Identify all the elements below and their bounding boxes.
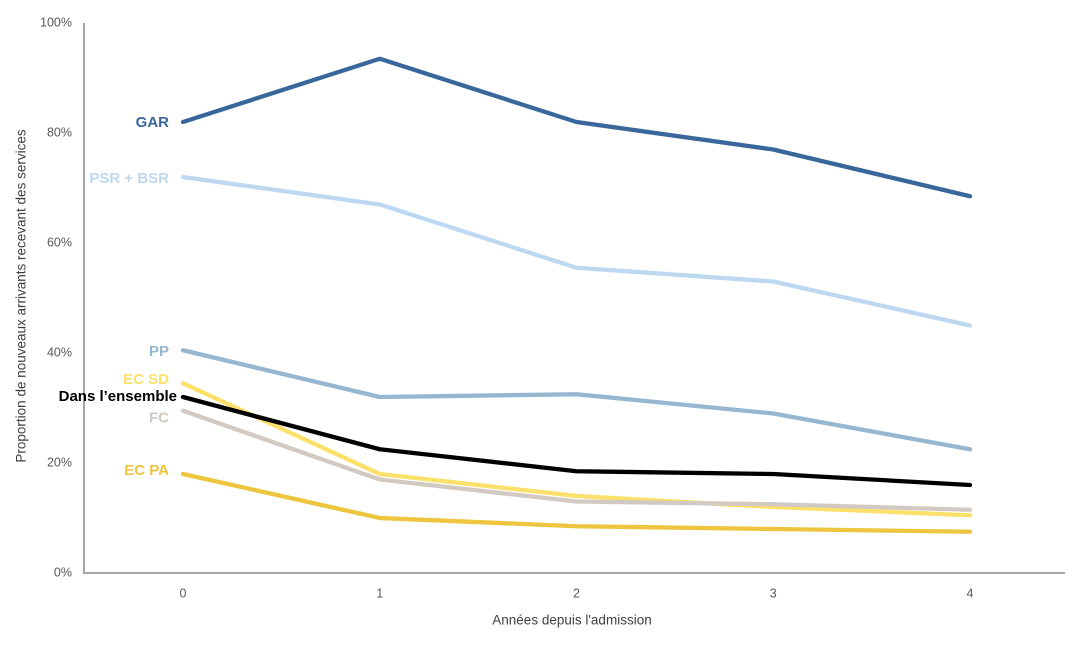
y-tick-label-3: 60% [47,235,72,249]
x-axis-title: Années depuis l'admission [492,613,651,628]
series-line-psr_bsr [180,174,973,328]
y-tick-label-5: 100% [40,15,72,29]
series-label-pp: PP [149,343,169,360]
series-layer [180,56,973,534]
series-line-ec_pa [180,471,973,534]
x-tick-label-2: 2 [573,586,580,600]
series-line-pp [180,348,973,452]
y-tick-label-1: 20% [47,455,72,469]
x-tick-label-0: 0 [180,586,187,600]
series-label-gar: GAR [136,114,170,131]
series-line-ec_sd [180,381,973,518]
series-label-ensemble: Dans l’ensemble [59,388,177,405]
series-line-fc [180,408,973,512]
x-tick-label-1: 1 [376,586,383,600]
x-tick-label-3: 3 [770,586,777,600]
y-tick-label-4: 80% [47,125,72,139]
series-label-ec_sd: EC SD [123,371,169,388]
y-tick-label-2: 40% [47,345,72,359]
ticks-layer: 0% 20% 40% 60% 80% 100% 0 1 2 3 4 [40,15,974,600]
series-line-gar [180,56,973,199]
series-line-ensemble [180,394,973,488]
series-label-psr_bsr: PSR + BSR [89,170,169,187]
y-tick-label-0: 0% [54,565,72,579]
series-label-ec_pa: EC PA [124,462,169,479]
series-label-fc: FC [149,410,169,427]
y-axis-title: Proportion de nouveaux arrivants recevan… [14,129,29,462]
x-tick-label-4: 4 [967,586,974,600]
